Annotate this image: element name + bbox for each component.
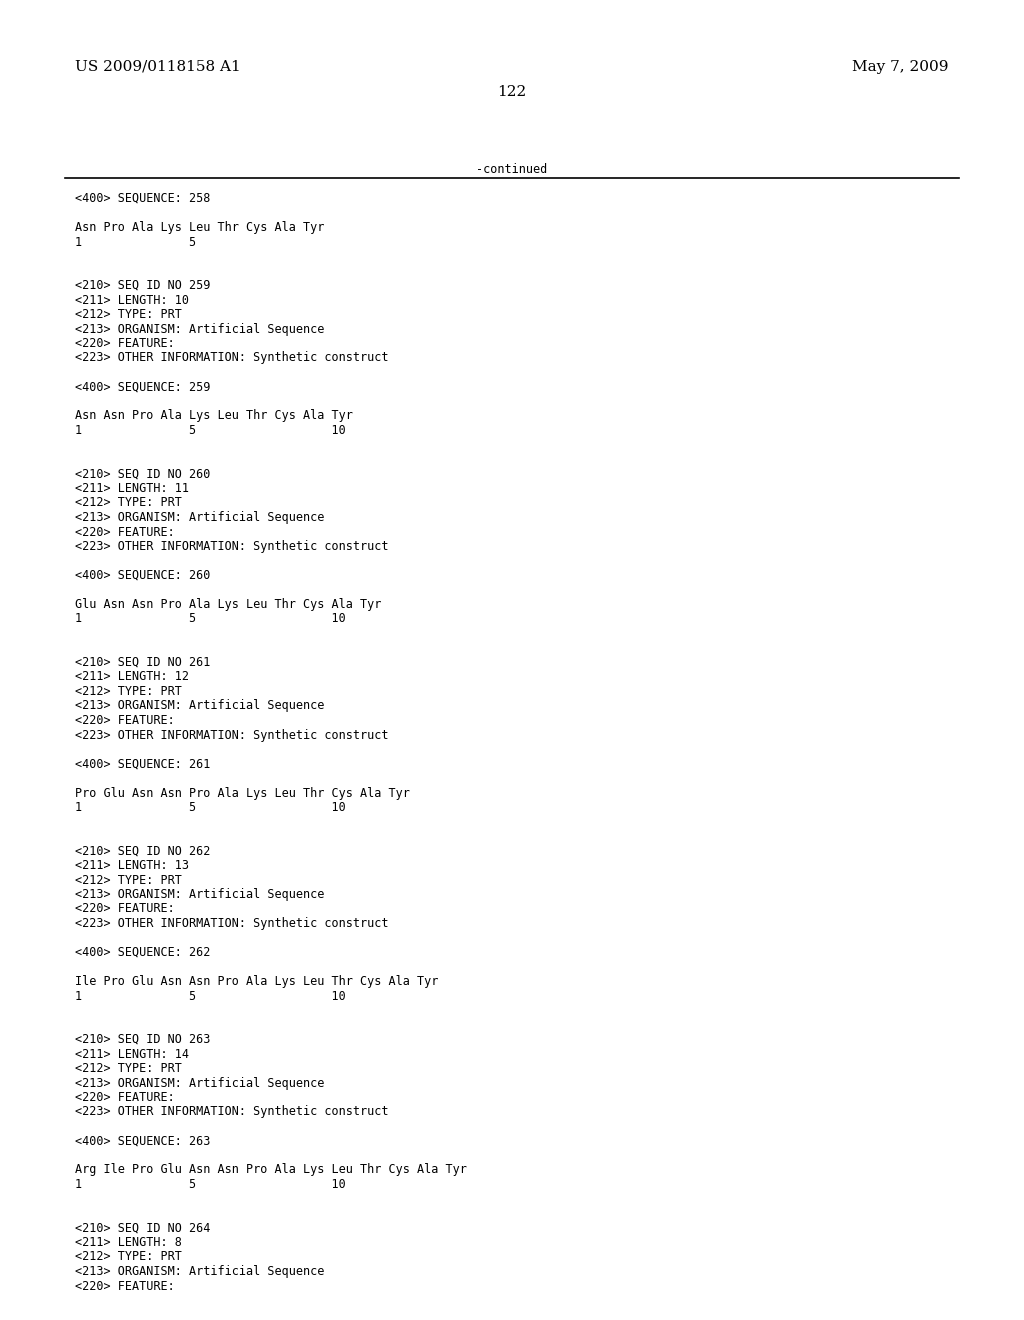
Text: <212> TYPE: PRT: <212> TYPE: PRT: [75, 496, 182, 510]
Text: <400> SEQUENCE: 259: <400> SEQUENCE: 259: [75, 380, 210, 393]
Text: <220> FEATURE:: <220> FEATURE:: [75, 903, 175, 916]
Text: <220> FEATURE:: <220> FEATURE:: [75, 1279, 175, 1292]
Text: <223> OTHER INFORMATION: Synthetic construct: <223> OTHER INFORMATION: Synthetic const…: [75, 351, 388, 364]
Text: <210> SEQ ID NO 264: <210> SEQ ID NO 264: [75, 1221, 210, 1234]
Text: <210> SEQ ID NO 263: <210> SEQ ID NO 263: [75, 1034, 210, 1045]
Text: <223> OTHER INFORMATION: Synthetic construct: <223> OTHER INFORMATION: Synthetic const…: [75, 729, 388, 742]
Text: <210> SEQ ID NO 261: <210> SEQ ID NO 261: [75, 656, 210, 669]
Text: US 2009/0118158 A1: US 2009/0118158 A1: [75, 59, 241, 74]
Text: <400> SEQUENCE: 262: <400> SEQUENCE: 262: [75, 946, 210, 960]
Text: <210> SEQ ID NO 262: <210> SEQ ID NO 262: [75, 845, 210, 858]
Text: <211> LENGTH: 13: <211> LENGTH: 13: [75, 859, 189, 873]
Text: May 7, 2009: May 7, 2009: [853, 59, 949, 74]
Text: Glu Asn Asn Pro Ala Lys Leu Thr Cys Ala Tyr: Glu Asn Asn Pro Ala Lys Leu Thr Cys Ala …: [75, 598, 381, 611]
Text: <212> TYPE: PRT: <212> TYPE: PRT: [75, 1250, 182, 1263]
Text: 1               5                   10: 1 5 10: [75, 801, 346, 814]
Text: <211> LENGTH: 11: <211> LENGTH: 11: [75, 482, 189, 495]
Text: 1               5                   10: 1 5 10: [75, 1177, 346, 1191]
Text: <220> FEATURE:: <220> FEATURE:: [75, 714, 175, 727]
Text: <213> ORGANISM: Artificial Sequence: <213> ORGANISM: Artificial Sequence: [75, 1265, 325, 1278]
Text: <400> SEQUENCE: 258: <400> SEQUENCE: 258: [75, 191, 210, 205]
Text: <213> ORGANISM: Artificial Sequence: <213> ORGANISM: Artificial Sequence: [75, 511, 325, 524]
Text: <220> FEATURE:: <220> FEATURE:: [75, 337, 175, 350]
Text: <211> LENGTH: 14: <211> LENGTH: 14: [75, 1048, 189, 1060]
Text: <212> TYPE: PRT: <212> TYPE: PRT: [75, 685, 182, 698]
Text: <211> LENGTH: 12: <211> LENGTH: 12: [75, 671, 189, 684]
Text: 1               5: 1 5: [75, 235, 197, 248]
Text: <400> SEQUENCE: 263: <400> SEQUENCE: 263: [75, 1134, 210, 1147]
Text: <213> ORGANISM: Artificial Sequence: <213> ORGANISM: Artificial Sequence: [75, 1077, 325, 1089]
Text: 1               5                   10: 1 5 10: [75, 612, 346, 626]
Text: <223> OTHER INFORMATION: Synthetic construct: <223> OTHER INFORMATION: Synthetic const…: [75, 1106, 388, 1118]
Text: <211> LENGTH: 10: <211> LENGTH: 10: [75, 293, 189, 306]
Text: <223> OTHER INFORMATION: Synthetic construct: <223> OTHER INFORMATION: Synthetic const…: [75, 540, 388, 553]
Text: <211> LENGTH: 8: <211> LENGTH: 8: [75, 1236, 182, 1249]
Text: <213> ORGANISM: Artificial Sequence: <213> ORGANISM: Artificial Sequence: [75, 888, 325, 902]
Text: <212> TYPE: PRT: <212> TYPE: PRT: [75, 1063, 182, 1074]
Text: <400> SEQUENCE: 261: <400> SEQUENCE: 261: [75, 758, 210, 771]
Text: 1               5                   10: 1 5 10: [75, 424, 346, 437]
Text: <212> TYPE: PRT: <212> TYPE: PRT: [75, 308, 182, 321]
Text: <213> ORGANISM: Artificial Sequence: <213> ORGANISM: Artificial Sequence: [75, 700, 325, 713]
Text: -continued: -continued: [476, 162, 548, 176]
Text: 1               5                   10: 1 5 10: [75, 990, 346, 1002]
Text: Asn Asn Pro Ala Lys Leu Thr Cys Ala Tyr: Asn Asn Pro Ala Lys Leu Thr Cys Ala Tyr: [75, 409, 353, 422]
Text: Pro Glu Asn Asn Pro Ala Lys Leu Thr Cys Ala Tyr: Pro Glu Asn Asn Pro Ala Lys Leu Thr Cys …: [75, 787, 410, 800]
Text: 122: 122: [498, 84, 526, 99]
Text: Asn Pro Ala Lys Leu Thr Cys Ala Tyr: Asn Pro Ala Lys Leu Thr Cys Ala Tyr: [75, 220, 325, 234]
Text: <220> FEATURE:: <220> FEATURE:: [75, 1092, 175, 1104]
Text: Ile Pro Glu Asn Asn Pro Ala Lys Leu Thr Cys Ala Tyr: Ile Pro Glu Asn Asn Pro Ala Lys Leu Thr …: [75, 975, 438, 987]
Text: <400> SEQUENCE: 260: <400> SEQUENCE: 260: [75, 569, 210, 582]
Text: <220> FEATURE:: <220> FEATURE:: [75, 525, 175, 539]
Text: Arg Ile Pro Glu Asn Asn Pro Ala Lys Leu Thr Cys Ala Tyr: Arg Ile Pro Glu Asn Asn Pro Ala Lys Leu …: [75, 1163, 467, 1176]
Text: <212> TYPE: PRT: <212> TYPE: PRT: [75, 874, 182, 887]
Text: <210> SEQ ID NO 259: <210> SEQ ID NO 259: [75, 279, 210, 292]
Text: <213> ORGANISM: Artificial Sequence: <213> ORGANISM: Artificial Sequence: [75, 322, 325, 335]
Text: <223> OTHER INFORMATION: Synthetic construct: <223> OTHER INFORMATION: Synthetic const…: [75, 917, 388, 931]
Text: <210> SEQ ID NO 260: <210> SEQ ID NO 260: [75, 467, 210, 480]
